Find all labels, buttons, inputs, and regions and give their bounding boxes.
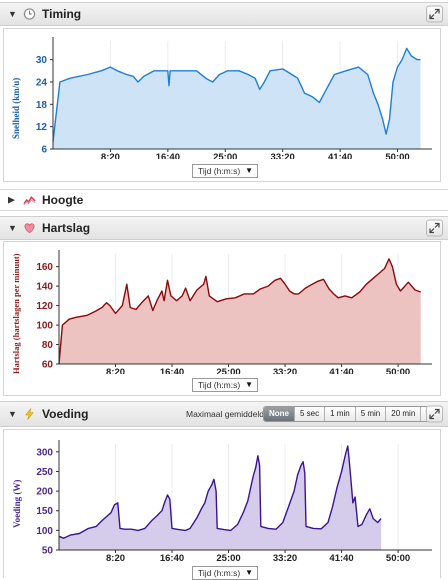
- collapse-triangle-icon[interactable]: ▼: [8, 223, 17, 233]
- x-tick-label: 41:40: [329, 553, 353, 564]
- x-tick-label: 16:40: [160, 553, 184, 564]
- expand-icon: [429, 8, 440, 20]
- x-tick-label: 41:40: [328, 152, 352, 159]
- avg-option-1-min[interactable]: 1 min: [325, 407, 356, 421]
- y-tick-label: 100: [36, 526, 53, 537]
- speed-chart-svg: 6 12 18 24 30 8:20 16:40 25:00 33:20 41:40 50:00: [36, 37, 432, 159]
- chevron-down-icon: ▼: [245, 166, 253, 175]
- y-tick-label: 80: [42, 340, 54, 351]
- expand-triangle-icon[interactable]: ▶: [8, 194, 15, 205]
- averaging-button-group: None 5 sec 1 min 5 min 20 min ▼: [263, 406, 436, 422]
- collapse-triangle-icon[interactable]: ▼: [8, 409, 17, 419]
- expand-timing-button[interactable]: [426, 5, 443, 23]
- expand-voeding-button[interactable]: [426, 405, 443, 423]
- x-axis-dropdown-label: Tijd (h:m:s): [198, 568, 241, 578]
- y-tick-label: 200: [36, 487, 53, 498]
- elevation-icon: [23, 196, 36, 205]
- y-tick-label: 60: [42, 360, 54, 371]
- hoogte-title: Hoogte: [42, 193, 84, 207]
- expand-icon: [429, 222, 440, 234]
- series-line: [58, 258, 421, 365]
- hoogte-panel-header[interactable]: ▶ Hoogte: [0, 189, 448, 211]
- x-tick-label: 25:00: [216, 367, 240, 374]
- x-tick-label: 33:20: [271, 152, 295, 159]
- avg-option-20-min[interactable]: 20 min: [386, 407, 422, 421]
- series-line: [58, 445, 382, 539]
- x-tick-label: 41:40: [329, 367, 353, 374]
- x-tick-label: 8:20: [101, 152, 120, 159]
- averaging-label: Maximaal gemiddeld:: [186, 409, 267, 419]
- x-tick-label: 25:00: [213, 152, 237, 159]
- hartslag-chart: Hartslag (hartslagen per minuut) 60 80 100…: [3, 241, 441, 396]
- y-tick-label: 300: [36, 447, 53, 458]
- timing-x-axis-dropdown[interactable]: Tijd (h:m:s) ▼: [192, 164, 258, 178]
- hartslag-x-axis-dropdown[interactable]: Tijd (h:m:s) ▼: [192, 378, 258, 392]
- timing-panel-header[interactable]: ▼ Timing: [0, 2, 448, 26]
- power-chart-svg: 50 100 150 200 250 300 8:20 16:40 25:00 33:20 41:4…: [36, 440, 432, 564]
- series-area-fill: [53, 48, 421, 149]
- x-tick-label: 33:20: [273, 553, 297, 564]
- y-tick-label: 120: [36, 301, 53, 312]
- hartslag-panel-header[interactable]: ▼ Hartslag: [0, 216, 448, 240]
- y-tick-label: 18: [36, 100, 48, 111]
- y-tick-label: 12: [36, 122, 48, 133]
- series-area-fill: [59, 446, 382, 550]
- x-tick-label: 50:00: [385, 152, 409, 159]
- y-tick-label: 100: [36, 321, 53, 332]
- y-tick-label: 160: [36, 262, 53, 273]
- chevron-down-icon: ▼: [245, 380, 253, 389]
- avg-option-none[interactable]: None: [264, 407, 295, 421]
- hartslag-title: Hartslag: [42, 221, 91, 235]
- x-tick-label: 33:20: [273, 367, 297, 374]
- y-tick-label: 50: [42, 546, 54, 557]
- y-tick-label: 6: [41, 145, 47, 156]
- avg-option-5-sec[interactable]: 5 sec: [295, 407, 326, 421]
- voeding-title: Voeding: [42, 407, 89, 421]
- voeding-chart: Voeding (W) 50 100 150 200 250 300 8:20 16:40 25…: [3, 429, 441, 580]
- expand-hartslag-button[interactable]: [426, 219, 443, 237]
- y-tick-label: 30: [36, 55, 48, 66]
- collapse-triangle-icon[interactable]: ▼: [8, 9, 17, 19]
- y-tick-label: 140: [36, 282, 53, 293]
- timing-title: Timing: [42, 7, 82, 21]
- x-tick-label: 16:40: [160, 367, 184, 374]
- heart-rate-chart-svg: 60 80 100 120 140 160 8:20 16:40 25:00 33:20 41:40…: [36, 250, 432, 374]
- avg-option-5-min[interactable]: 5 min: [356, 407, 387, 421]
- x-tick-label: 8:20: [106, 553, 125, 564]
- x-axis-dropdown-label: Tijd (h:m:s): [198, 380, 241, 390]
- series-line: [52, 47, 421, 142]
- series-area-fill: [59, 258, 421, 364]
- x-tick-label: 25:00: [216, 553, 240, 564]
- y-tick-label: 250: [36, 467, 53, 478]
- heart-icon: [24, 223, 35, 234]
- expand-icon: [429, 408, 440, 420]
- x-tick-label: 50:00: [386, 367, 410, 374]
- clock-icon: [23, 8, 36, 20]
- x-tick-label: 16:40: [156, 152, 180, 159]
- y-tick-label: 24: [36, 77, 48, 88]
- x-axis-dropdown-label: Tijd (h:m:s): [198, 166, 241, 176]
- lightning-icon: [25, 408, 34, 420]
- x-tick-label: 50:00: [386, 553, 410, 564]
- voeding-panel-header[interactable]: ▼ Voeding Maximaal gemiddeld: None 5 sec…: [0, 401, 448, 427]
- chevron-down-icon: ▼: [245, 568, 253, 577]
- timing-chart: Snelheid (km/u) 6 12 18 24 30 8:20 16:40 25:00 3…: [3, 28, 441, 182]
- x-tick-label: 8:20: [106, 367, 125, 374]
- y-tick-label: 150: [36, 506, 53, 517]
